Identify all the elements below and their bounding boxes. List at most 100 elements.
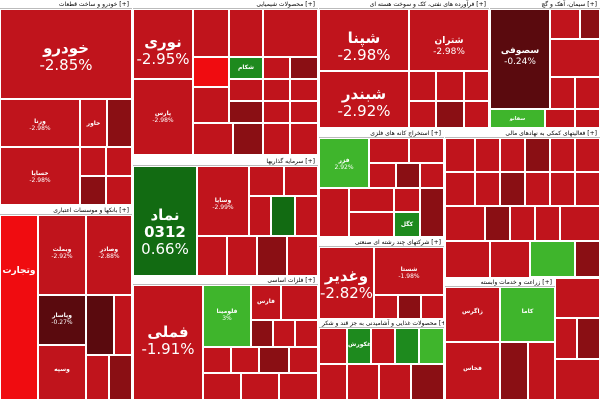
stock-tile[interactable]: [475, 172, 500, 206]
stock-tile[interactable]: [249, 166, 284, 196]
stock-tile[interactable]: [500, 342, 528, 400]
stock-tile[interactable]: [263, 101, 290, 123]
sector-header[interactable]: سیمان، آهک و گچ [+]: [490, 0, 600, 9]
stock-tile[interactable]: وتجارت: [0, 215, 38, 400]
stock-tile[interactable]: کاما: [500, 287, 555, 342]
stock-tile[interactable]: سصوفی -0.24%: [490, 9, 550, 109]
stock-tile[interactable]: غکورش: [347, 328, 371, 364]
sector-header[interactable]: فرآورده های نفتی، کک و سوخت هسته ای [+]: [319, 0, 489, 9]
stock-tile[interactable]: [114, 295, 132, 355]
stock-tile[interactable]: فخاس: [445, 342, 500, 400]
stock-tile[interactable]: [475, 138, 500, 172]
stock-tile[interactable]: [575, 109, 600, 128]
stock-tile[interactable]: [445, 138, 475, 172]
stock-tile[interactable]: [575, 172, 600, 206]
stock-tile[interactable]: وغدیر -2.82%: [319, 247, 374, 319]
stock-tile[interactable]: [109, 355, 132, 400]
stock-tile[interactable]: شپنا -2.98%: [319, 9, 409, 71]
stock-tile[interactable]: [419, 328, 444, 364]
stock-tile[interactable]: [263, 79, 290, 101]
stock-tile[interactable]: [80, 176, 106, 205]
stock-tile[interactable]: خودرو -2.85%: [0, 9, 132, 99]
stock-tile[interactable]: فارس: [251, 285, 281, 320]
stock-tile[interactable]: وساپا -2.99%: [197, 166, 249, 236]
stock-tile[interactable]: [409, 138, 444, 163]
stock-tile[interactable]: [233, 123, 263, 155]
stock-tile[interactable]: [227, 236, 257, 276]
sector-header[interactable]: استخراج کانه های فلزی [+]: [319, 129, 444, 138]
stock-tile[interactable]: خساپا -2.98%: [0, 147, 80, 205]
stock-tile[interactable]: [203, 373, 241, 400]
stock-tile[interactable]: [259, 347, 289, 373]
stock-tile[interactable]: [550, 77, 575, 109]
stock-tile[interactable]: [347, 364, 379, 400]
stock-tile[interactable]: [379, 364, 411, 400]
stock-tile[interactable]: [575, 77, 600, 109]
stock-tile[interactable]: [464, 101, 489, 128]
stock-tile[interactable]: شتران -2.98%: [409, 9, 489, 71]
stock-tile[interactable]: [510, 206, 535, 241]
stock-tile[interactable]: [550, 172, 575, 206]
stock-tile[interactable]: [193, 87, 229, 123]
sector-header[interactable]: زراعت و خدمات وابسته [+]: [445, 278, 555, 287]
stock-tile[interactable]: [545, 109, 575, 128]
stock-tile[interactable]: فزر 2.92%: [319, 138, 369, 188]
stock-tile[interactable]: [229, 9, 263, 57]
stock-tile[interactable]: شکام: [229, 57, 263, 79]
stock-tile[interactable]: نوری -2.95%: [133, 9, 193, 79]
stock-tile[interactable]: [193, 123, 233, 155]
stock-tile[interactable]: [420, 188, 444, 237]
stock-tile[interactable]: [263, 123, 290, 155]
stock-tile[interactable]: کگل: [394, 212, 420, 237]
stock-tile[interactable]: [575, 241, 600, 277]
stock-tile[interactable]: وبملت -2.92%: [38, 215, 86, 295]
stock-tile[interactable]: [263, 57, 290, 79]
stock-tile[interactable]: [369, 163, 396, 188]
stock-tile[interactable]: [86, 295, 114, 355]
stock-tile[interactable]: [464, 71, 489, 101]
stock-tile[interactable]: [279, 373, 318, 400]
stock-tile[interactable]: [555, 278, 600, 318]
stock-tile[interactable]: [560, 206, 600, 241]
stock-tile[interactable]: سفانو: [490, 109, 545, 128]
stock-tile[interactable]: [409, 101, 436, 128]
stock-tile[interactable]: [106, 147, 132, 176]
stock-tile[interactable]: فلومینا 3%: [203, 285, 251, 347]
stock-tile[interactable]: [374, 295, 398, 319]
stock-tile[interactable]: [485, 206, 510, 241]
stock-tile[interactable]: [420, 163, 444, 188]
stock-tile[interactable]: [490, 241, 530, 278]
stock-tile[interactable]: [436, 71, 464, 101]
stock-tile[interactable]: [525, 138, 550, 172]
stock-tile[interactable]: [409, 71, 436, 101]
sector-header[interactable]: فلزات اساسی [+]: [133, 276, 318, 285]
sector-header[interactable]: خودرو و ساخت قطعات [+]: [0, 0, 132, 9]
stock-tile[interactable]: نماد 0312 0.66%: [133, 166, 197, 276]
stock-tile[interactable]: [197, 236, 227, 276]
stock-tile[interactable]: [555, 318, 577, 359]
stock-tile[interactable]: [550, 9, 580, 39]
stock-tile[interactable]: [396, 163, 420, 188]
stock-tile[interactable]: [550, 138, 575, 172]
stock-tile[interactable]: [273, 320, 295, 347]
stock-tile[interactable]: [421, 295, 444, 319]
stock-tile[interactable]: خاور: [80, 99, 107, 147]
stock-tile[interactable]: [349, 188, 394, 212]
stock-tile[interactable]: [251, 320, 273, 347]
stock-tile[interactable]: [500, 138, 525, 172]
stock-tile[interactable]: [263, 9, 318, 57]
stock-tile[interactable]: وپاسار -0.27%: [38, 295, 86, 345]
stock-tile[interactable]: [319, 328, 347, 364]
stock-tile[interactable]: [525, 172, 550, 206]
sector-header[interactable]: شرکتهای چند رشته ای صنعتی [+]: [319, 238, 444, 247]
stock-tile[interactable]: [249, 196, 271, 236]
stock-tile[interactable]: [528, 342, 555, 400]
stock-tile[interactable]: [500, 172, 525, 206]
stock-tile[interactable]: شستا -1.98%: [374, 247, 444, 295]
stock-tile[interactable]: [555, 359, 600, 400]
stock-tile[interactable]: [231, 347, 259, 373]
stock-tile[interactable]: [550, 39, 600, 77]
stock-tile[interactable]: [289, 347, 318, 373]
stock-tile[interactable]: [295, 320, 318, 347]
stock-tile[interactable]: [445, 241, 490, 278]
